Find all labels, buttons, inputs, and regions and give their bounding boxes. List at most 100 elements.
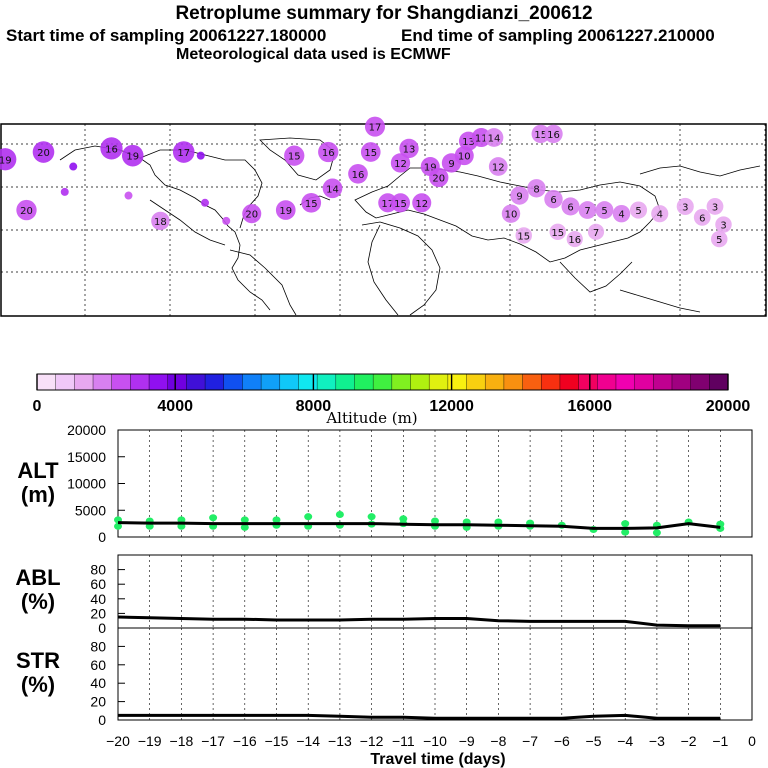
plume-cluster-label: 6 (567, 202, 573, 213)
x-tick-label: 0 (748, 733, 756, 749)
x-tick-label: −19 (138, 733, 162, 749)
plume-cluster-marker (651, 205, 669, 223)
plume-cluster-label: 16 (322, 148, 335, 159)
plume-cluster-marker (544, 124, 563, 144)
y-tick-label: 20 (90, 694, 106, 710)
y-tick-label: 20000 (67, 422, 106, 438)
colorbar-swatch (429, 374, 449, 390)
x-tick-label: −17 (201, 733, 225, 749)
panel-unit: (%) (21, 589, 55, 614)
plume-cluster-label: 3 (712, 202, 718, 213)
y-tick-label: 80 (90, 638, 106, 654)
x-tick-label: −18 (170, 733, 194, 749)
panel-label: STR (16, 648, 60, 673)
plume-cluster-marker (587, 223, 605, 240)
plume-cluster-marker (515, 227, 532, 244)
mean-trajectory-line (117, 615, 721, 628)
x-tick-label: −7 (522, 733, 538, 749)
plume-cluster-marker (484, 128, 504, 147)
colorbar-swatch (690, 374, 710, 390)
x-tick-label: −9 (459, 733, 475, 749)
plume-cluster-label: 15 (288, 152, 301, 163)
plume-cluster-label: 5 (601, 206, 607, 217)
x-tick-label: −5 (586, 733, 602, 749)
colorbar-swatch (653, 374, 673, 390)
altitude-sample-point (367, 513, 376, 521)
plume-cluster-marker (510, 186, 529, 205)
plume-cluster-label: 6 (550, 195, 556, 206)
start-time-label: Start time of sampling 20061227.180000 (6, 26, 327, 45)
x-tick-label: −6 (554, 733, 570, 749)
plume-cluster-label: 13 (403, 144, 416, 155)
x-tick-label: −4 (617, 733, 633, 749)
colorbar-swatch (503, 374, 524, 390)
colorbar-swatch (167, 374, 187, 390)
y-tick-label: 10000 (67, 476, 106, 492)
plume-cluster-label: 14 (326, 184, 339, 195)
plume-cluster-marker (301, 192, 322, 213)
plume-cluster-label: 15 (551, 228, 564, 239)
plume-cluster-marker (318, 141, 339, 163)
colorbar-swatch (298, 374, 318, 390)
colorbar-tick-label: 12000 (429, 398, 474, 415)
plume-cluster-label: 3 (682, 202, 688, 213)
plume-cluster-label: 5 (635, 206, 641, 217)
plume-cluster-marker (121, 144, 144, 167)
plume-cluster-marker (549, 223, 566, 241)
plume-cluster-label: 4 (657, 210, 663, 221)
x-axis-label: Travel time (days) (370, 751, 505, 768)
colorbar-tick-label: 8000 (296, 398, 332, 415)
plume-cluster-label: 15 (394, 199, 407, 210)
x-tick-label: −14 (296, 733, 320, 749)
travel-time-axis: −20 −19 −18 −17 −16 −15 −14 −13 −12 −11 −10 −9 −8 −7−… (106, 733, 756, 749)
plume-cluster-label: 16 (352, 170, 365, 181)
plume-cluster-label: 15 (517, 231, 530, 242)
colorbar-swatch (223, 374, 243, 390)
altitude-colorbar: 0 4000 8000 12000 16000 20000 Altitude (m) (33, 373, 751, 427)
colorbar-swatch (447, 374, 468, 390)
colorbar-swatch (410, 374, 430, 390)
str-panel: 0 20 40 60 80 STR(%) (16, 627, 753, 728)
alt-panel: 0 5000 10000 15000 20000 ALT(m) (17, 422, 753, 545)
plume-cluster-label: 7 (593, 228, 599, 239)
plume-cluster-label: 6 (699, 213, 705, 224)
plume-cluster-label: 15 (534, 130, 547, 141)
y-tick-label: 60 (90, 657, 106, 673)
colorbar-swatch (242, 374, 262, 390)
plume-cluster-label: 15 (305, 199, 318, 210)
x-tick-label: −20 (106, 733, 130, 749)
x-tick-label: −12 (360, 733, 384, 749)
plume-cluster-label: 12 (394, 159, 407, 170)
x-tick-label: −15 (265, 733, 289, 749)
plume-cluster-label: 17 (369, 123, 382, 134)
plume-cluster-label: 12 (492, 163, 505, 174)
colorbar-tick-label: 20000 (706, 398, 751, 415)
altitude-sample-point (304, 513, 313, 521)
colorbar-swatch (391, 374, 412, 390)
plume-cluster-marker (284, 145, 305, 166)
plume-cluster-marker (60, 187, 69, 196)
plume-cluster-marker (365, 116, 385, 137)
colorbar-swatch (37, 374, 57, 390)
plume-cluster-label: 15 (364, 148, 377, 159)
colorbar-swatch (466, 374, 486, 390)
plume-cluster-marker (544, 189, 563, 209)
plume-cluster-marker (390, 153, 411, 173)
colorbar-swatch (205, 374, 225, 390)
plume-cluster-label: 5 (716, 235, 722, 246)
x-tick-label: −10 (423, 733, 447, 749)
plume-cluster-marker (242, 204, 262, 224)
altitude-sample-point (652, 529, 661, 537)
plume-cluster-marker (322, 178, 343, 199)
end-time-label: End time of sampling 20061227.210000 (401, 26, 715, 45)
plume-cluster-label: 4 (618, 210, 624, 221)
y-tick-label: 0 (98, 712, 106, 728)
altitude-sample-point (240, 523, 249, 531)
y-tick-label: 80 (90, 562, 106, 578)
plume-cluster-marker (16, 199, 37, 221)
x-tick-label: −8 (490, 733, 506, 749)
colorbar-swatch (522, 374, 542, 390)
colorbar-swatch (709, 374, 729, 390)
plume-cluster-marker (196, 151, 205, 160)
